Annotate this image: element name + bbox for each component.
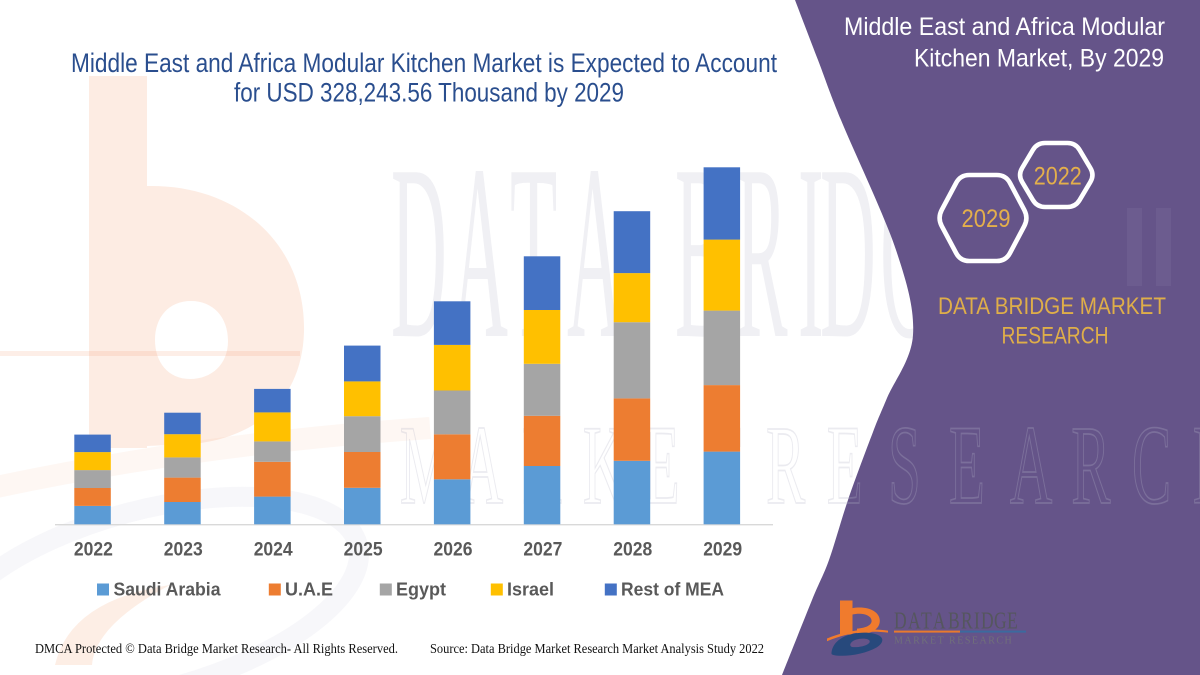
svg-text:2024: 2024 — [254, 539, 293, 561]
svg-text:U.A.E: U.A.E — [285, 580, 333, 600]
svg-text:2028: 2028 — [613, 539, 652, 561]
svg-text:Middle East and Africa Modular: Middle East and Africa Modular — [844, 13, 1165, 41]
svg-text:DMCA Protected © Data Bridge M: DMCA Protected © Data Bridge Market Rese… — [35, 642, 398, 657]
svg-text:RESEARCH: RESEARCH — [1002, 323, 1109, 350]
svg-text:2022: 2022 — [74, 539, 113, 561]
svg-text:2029: 2029 — [703, 539, 742, 561]
svg-text:Egypt: Egypt — [396, 580, 446, 600]
svg-text:2022: 2022 — [1034, 163, 1082, 191]
svg-text:2029: 2029 — [962, 205, 1011, 233]
svg-text:DATA BRIDGE MARKET: DATA BRIDGE MARKET — [938, 293, 1166, 320]
svg-text:for USD 328,243.56 Thousand by: for USD 328,243.56 Thousand by 2029 — [234, 78, 624, 108]
svg-text:DATABRIDGE: DATABRIDGE — [894, 607, 1018, 634]
svg-text:Kitchen Market, By 2029: Kitchen Market, By 2029 — [914, 45, 1164, 73]
svg-text:Saudi Arabia: Saudi Arabia — [114, 580, 222, 600]
svg-text:2023: 2023 — [164, 539, 203, 561]
svg-text:2026: 2026 — [434, 539, 473, 561]
svg-text:2025: 2025 — [344, 539, 383, 561]
svg-text:2027: 2027 — [523, 539, 562, 561]
svg-text:Rest of MEA: Rest of MEA — [621, 580, 724, 600]
svg-text:Middle East and Africa Modular: Middle East and Africa Modular Kitchen M… — [71, 48, 777, 78]
svg-text:Source: Data Bridge Market Res: Source: Data Bridge Market Research Mark… — [430, 642, 764, 657]
svg-text:Israel: Israel — [507, 580, 554, 600]
svg-text:MARKET RESEARCH: MARKET RESEARCH — [894, 636, 1013, 647]
